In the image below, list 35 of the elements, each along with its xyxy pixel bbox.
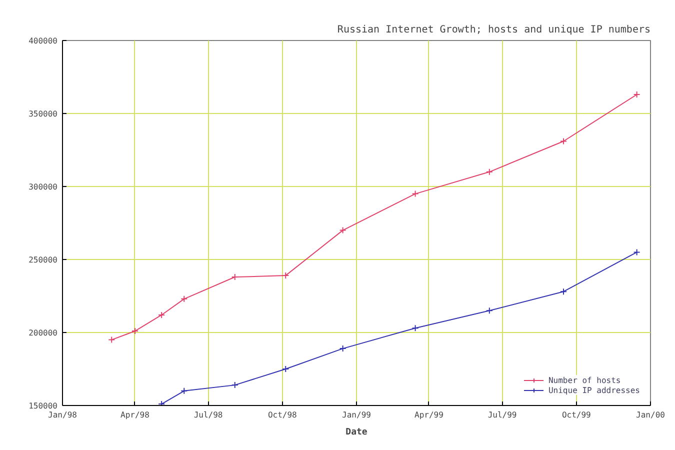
point bbox=[560, 288, 568, 296]
chart-title: Russian Internet Growth; hosts and unique IP numbers bbox=[337, 24, 651, 36]
x-tick-label: Jan/00 bbox=[636, 410, 666, 420]
point bbox=[486, 307, 493, 314]
y-tick-label: 400000 bbox=[28, 36, 58, 46]
point bbox=[339, 226, 346, 234]
point bbox=[339, 345, 346, 352]
x-tick-label: Jan/98 bbox=[48, 410, 78, 420]
point bbox=[282, 366, 290, 372]
legend-label: Number of hosts bbox=[548, 375, 621, 385]
x-tick-label: Oct/98 bbox=[268, 410, 298, 420]
y-tick-label: 350000 bbox=[28, 110, 58, 118]
point bbox=[486, 168, 493, 176]
point bbox=[180, 295, 188, 302]
point bbox=[412, 190, 419, 198]
y-tick-label: 250000 bbox=[28, 256, 58, 264]
point bbox=[282, 272, 290, 280]
y-tick-label: 150000 bbox=[28, 402, 58, 410]
x-tick-label: Jan/99 bbox=[342, 410, 372, 420]
point bbox=[180, 387, 188, 394]
point bbox=[158, 311, 166, 318]
point bbox=[560, 138, 568, 145]
x-tick-label: Jul/99 bbox=[488, 410, 517, 420]
y-tick-label: 300000 bbox=[28, 182, 58, 192]
legend-label: Unique IP addresses bbox=[548, 385, 640, 395]
x-tick-label: Apr/99 bbox=[414, 410, 444, 420]
x-tick-label: Oct/99 bbox=[562, 410, 592, 420]
y-tick-label: 200000 bbox=[28, 328, 58, 338]
point bbox=[412, 324, 419, 332]
x-axis-title: Date bbox=[346, 428, 368, 438]
x-tick-label: Jul/98 bbox=[194, 410, 223, 420]
point bbox=[131, 328, 138, 335]
point bbox=[231, 382, 238, 389]
x-tick-label: Apr/98 bbox=[120, 410, 150, 420]
point bbox=[231, 274, 238, 281]
